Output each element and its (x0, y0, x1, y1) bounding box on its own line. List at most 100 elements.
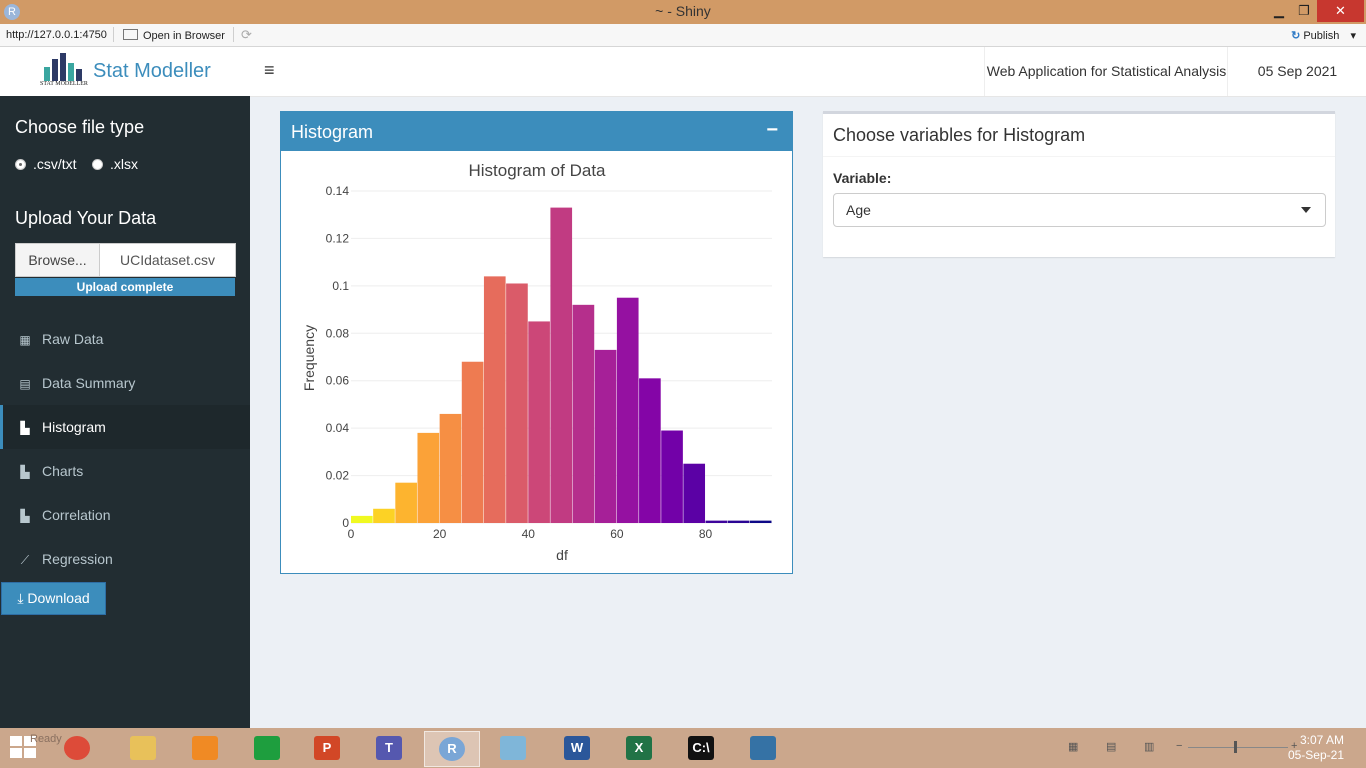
taskbar-app[interactable]: X (612, 731, 666, 765)
app-logo[interactable]: STAT MODELLER Stat Modeller (0, 47, 250, 96)
publish-button[interactable]: ↻ Publish ▾ (1291, 29, 1356, 42)
logo-bars-icon (44, 53, 82, 81)
taskbar-app[interactable]: C:\ (674, 731, 728, 765)
zoom-out-button[interactable]: − (1176, 740, 1183, 752)
sidebar-item-regression[interactable]: ⟋ Regression (0, 537, 250, 581)
sidebar-item-raw-data[interactable]: ▦ Raw Data (0, 317, 250, 361)
x-tick-label: 80 (699, 527, 713, 541)
page-break-icon[interactable]: ▥ (1144, 741, 1155, 753)
histogram-bar (528, 321, 550, 523)
x-tick-label: 40 (522, 527, 536, 541)
file-name-field[interactable]: UCIdataset.csv (99, 243, 236, 277)
download-icon: ⤓ (17, 590, 24, 606)
radio-xlsx[interactable]: .xlsx (92, 156, 138, 172)
histogram-bar (351, 515, 373, 523)
viewer-toolbar: http://127.0.0.1:4750 Open in Browser ⟳ … (0, 24, 1366, 47)
radio-csv-label: .csv/txt (33, 156, 77, 172)
restore-button[interactable]: ❐ (1298, 3, 1310, 18)
radio-selected-icon (15, 159, 26, 170)
taskbar-app[interactable] (50, 731, 104, 765)
sidebar-item-data-summary[interactable]: ▤ Data Summary (0, 361, 250, 405)
normal-view-icon[interactable]: ▦ (1068, 741, 1079, 753)
zoom-slider-thumb[interactable] (1234, 741, 1237, 753)
sidebar-item-label: Regression (42, 551, 113, 567)
histogram-bar (727, 520, 750, 523)
variable-select[interactable]: Age (833, 193, 1326, 227)
histogram-bar (550, 207, 573, 523)
open-in-browser-label: Open in Browser (143, 30, 225, 42)
histogram-box-title: Histogram (291, 122, 374, 142)
open-in-browser-button[interactable]: Open in Browser (123, 29, 225, 42)
x-axis-label: df (556, 547, 568, 563)
sidebar-item-histogram[interactable]: ▙ Histogram (0, 405, 250, 449)
variable-select-value: Age (846, 202, 871, 218)
histogram-bar (483, 276, 506, 523)
histogram-bar (639, 378, 661, 523)
publish-dropdown-icon[interactable]: ▾ (1350, 30, 1356, 42)
histogram-bar (616, 297, 639, 523)
store-icon (254, 736, 280, 760)
radio-csv[interactable]: .csv/txt (15, 156, 77, 172)
download-button[interactable]: ⤓ Download (1, 582, 106, 615)
system-clock[interactable]: 3:07 AM 05-Sep-21 (1288, 733, 1344, 763)
upload-progress-bar: Upload complete (15, 278, 235, 296)
teams-icon: T (376, 736, 402, 760)
sidebar-menu: ▦ Raw Data ▤ Data Summary ▙ Histogram ▙ Char… (0, 317, 250, 581)
taskbar-app[interactable] (486, 731, 540, 765)
sidebar-toggle-icon[interactable]: ≡ (264, 60, 275, 80)
radio-xlsx-label: .xlsx (110, 156, 138, 172)
page-layout-icon[interactable]: ▤ (1106, 741, 1117, 753)
taskbar-app[interactable] (736, 731, 790, 765)
collapse-button[interactable]: − (766, 119, 778, 141)
window-icon (123, 29, 138, 40)
taskbar-app[interactable] (178, 731, 232, 765)
chrome-icon (64, 736, 90, 760)
variable-box: Choose variables for Histogram Variable:… (823, 111, 1335, 257)
zoom-in-button[interactable]: + (1291, 740, 1298, 752)
zoom-slider[interactable] (1188, 747, 1288, 748)
windows-start-icon[interactable] (10, 736, 38, 760)
close-button[interactable]: ✕ (1317, 0, 1364, 22)
calculator-icon: ▤ (19, 377, 31, 391)
top-navbar: ≡ Web Application for Statistical Analys… (250, 47, 1366, 97)
histogram-bar (417, 432, 440, 523)
taskbar-app[interactable] (240, 731, 294, 765)
browse-button[interactable]: Browse... (15, 243, 100, 277)
taskbar-app[interactable]: P (300, 731, 354, 765)
sidebar-item-correlation[interactable]: ▙ Correlation (0, 493, 250, 537)
histogram-bar (373, 508, 395, 523)
minimize-button[interactable]: ▁ (1274, 3, 1284, 18)
histogram-bar (594, 349, 617, 523)
taskbar-app[interactable]: T (362, 731, 416, 765)
url-text[interactable]: http://127.0.0.1:4750 (6, 29, 107, 41)
taskbar-app[interactable] (116, 731, 170, 765)
variable-label: Variable: (833, 170, 892, 186)
y-tick-label: 0.04 (326, 421, 350, 435)
taskbar: Ready P T R W X C:\ ▦ ▤ ▥ − + 3:07 AM 05-Sep-… (0, 728, 1366, 768)
table-icon: ▦ (19, 333, 31, 347)
refresh-icon[interactable]: ⟳ (241, 27, 252, 42)
y-tick-label: 0.1 (332, 279, 349, 293)
histogram-bar (683, 463, 706, 523)
taskbar-app[interactable]: R (424, 731, 480, 767)
histogram-bar (395, 482, 417, 523)
histogram-bar (461, 361, 484, 523)
terminal-icon: C:\ (688, 736, 714, 760)
notes-icon (500, 736, 526, 760)
x-tick-label: 60 (610, 527, 624, 541)
bar-chart-icon: ▙ (20, 421, 30, 435)
y-tick-label: 0.02 (326, 469, 350, 483)
chart-title: Histogram of Data (469, 161, 607, 180)
histogram-bar (572, 304, 595, 523)
logo-text: Stat Modeller (93, 60, 211, 82)
taskbar-app[interactable]: W (550, 731, 604, 765)
clock-time: 3:07 AM (1299, 733, 1344, 747)
y-tick-label: 0.12 (326, 231, 350, 245)
y-tick-label: 0.06 (326, 374, 350, 388)
histogram-bar (439, 413, 462, 523)
r-app-icon: R (4, 4, 20, 20)
line-chart-icon: ⟋ (20, 553, 30, 567)
publish-label: Publish (1303, 30, 1340, 42)
sidebar-item-charts[interactable]: ▙ Charts (0, 449, 250, 493)
excel-icon: X (626, 736, 652, 760)
